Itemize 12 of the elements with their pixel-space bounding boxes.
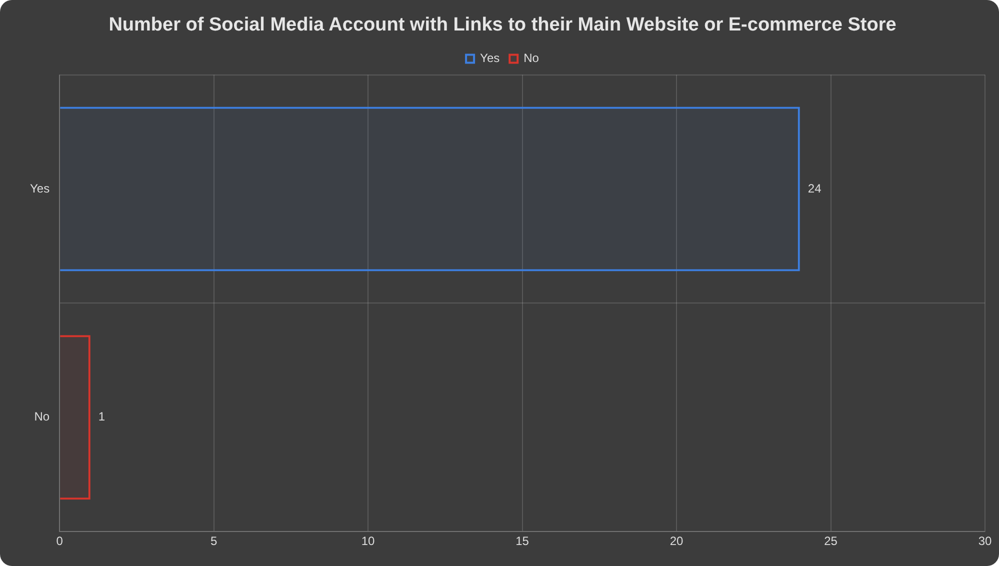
data-label: 1 <box>98 410 106 424</box>
x-tick-label: 25 <box>824 534 838 548</box>
x-tick-label: 5 <box>210 534 218 548</box>
x-tick-label: 0 <box>56 534 64 548</box>
x-tick-label: 30 <box>978 534 992 548</box>
data-label: 24 <box>808 181 822 196</box>
x-tick-label: 20 <box>670 534 684 548</box>
legend-label: Yes <box>480 51 500 66</box>
x-tick-label: 10 <box>361 534 376 548</box>
chart-title: Number of Social Media Account with Links to their Main Website or E-commerce Store <box>108 14 896 36</box>
x-tick-label: 15 <box>516 534 530 548</box>
legend-label: No <box>524 51 540 66</box>
